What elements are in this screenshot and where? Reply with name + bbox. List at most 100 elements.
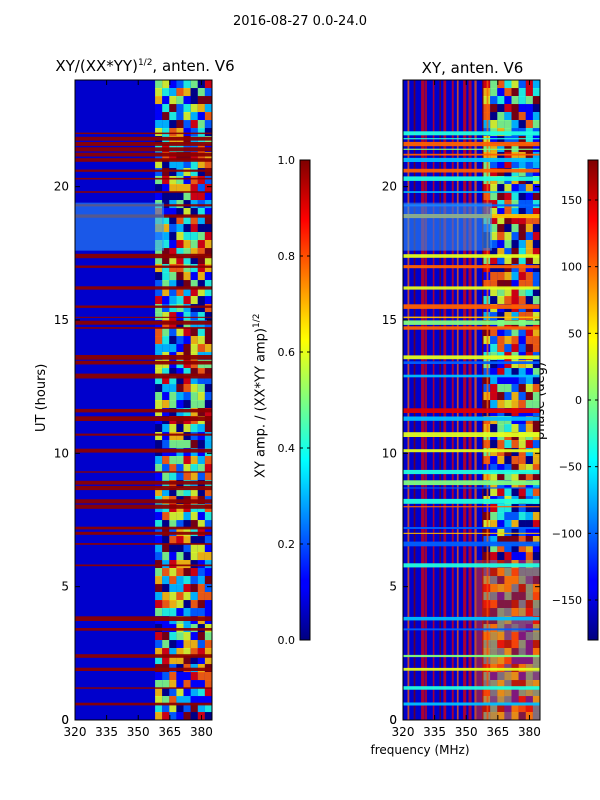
heat-row (403, 408, 540, 413)
heat-cell (197, 696, 205, 705)
heat-cell (490, 336, 498, 345)
heat-cell (162, 424, 170, 433)
panel1-title: XY/(XX*YY)1/2, anten. V6 (40, 57, 250, 75)
heat-cell (532, 80, 540, 89)
heat-row (403, 374, 540, 378)
heat-cell (162, 80, 170, 89)
heat-cell (204, 544, 212, 553)
heat-row (75, 142, 212, 146)
heat-cell (504, 456, 512, 465)
heat-cell (525, 328, 533, 337)
heat-cell (169, 264, 177, 273)
heat-cell (155, 168, 163, 177)
heat-cell (197, 608, 205, 617)
heat-cell (183, 160, 191, 169)
colorbar-tick-label: 150 (561, 194, 582, 207)
heat-cell (525, 464, 533, 473)
heat-cell (518, 328, 526, 337)
heat-cell (162, 512, 170, 521)
heat-cell (204, 384, 212, 393)
heat-cell (532, 472, 540, 481)
heat-cell (197, 640, 205, 649)
heat-cell (497, 288, 505, 297)
heat-cell (190, 456, 198, 465)
heat-cell (511, 248, 519, 257)
heat-cell (190, 328, 198, 337)
heat-row (75, 320, 212, 325)
heat-cell (525, 368, 533, 377)
heat-cell (176, 232, 184, 241)
heat-cell (176, 464, 184, 473)
heat-cell (511, 88, 519, 97)
heat-cell (532, 528, 540, 537)
heat-cell (183, 696, 191, 705)
heat-cell (190, 312, 198, 321)
heat-cell (183, 704, 191, 713)
heat-cell (504, 504, 512, 513)
heat-cell (532, 344, 540, 353)
heat-cell (176, 96, 184, 105)
heat-cell (169, 128, 177, 137)
heat-row (403, 469, 540, 475)
heat-cell (169, 280, 177, 289)
heat-cell (155, 184, 163, 193)
heat-cell (197, 704, 205, 713)
heat-cell (511, 104, 519, 113)
heat-row (403, 176, 540, 181)
heat-cell (504, 344, 512, 353)
heat-cell (204, 568, 212, 577)
heat-cell (169, 712, 177, 721)
heat-cell (176, 216, 184, 225)
heat-cell (197, 328, 205, 337)
heat-row (403, 131, 540, 136)
heat-cell (155, 80, 163, 89)
heat-cell (176, 488, 184, 497)
heat-cell (169, 608, 177, 617)
heat-cell (155, 424, 163, 433)
heat-cell (176, 192, 184, 201)
heat-cell (504, 488, 512, 497)
heat-cell (518, 456, 526, 465)
heat-row (403, 138, 540, 140)
heat-cell (169, 440, 177, 449)
heat-cell (497, 96, 505, 105)
heat-cell (176, 384, 184, 393)
heat-cell (155, 536, 163, 545)
heat-cell (504, 232, 512, 241)
heat-cell (204, 304, 212, 313)
panel1-title-sup: 1/2 (137, 58, 153, 68)
heat-cell (162, 168, 170, 177)
heat-row (75, 373, 212, 379)
heat-cell (532, 464, 540, 473)
heat-cell (518, 400, 526, 409)
heat-cell (155, 160, 163, 169)
axes-layer: 320 335 350 365 380 0 5 10 15 20 0 0.0 0.2 0.4 0.6 0.8 1… (54, 79, 598, 739)
heat-cell (497, 368, 505, 377)
heat-cell (525, 96, 533, 105)
heat-row (75, 177, 212, 180)
heat-cell (511, 152, 519, 161)
heat-cell (497, 536, 505, 545)
heat-cell (504, 288, 512, 297)
heat-cell (204, 608, 212, 617)
heat-row (75, 408, 212, 413)
heat-cell (197, 248, 205, 257)
heat-streak (443, 80, 447, 720)
heat-cell (169, 704, 177, 713)
heat-cell (190, 256, 198, 265)
heat-cell (204, 536, 212, 545)
heat-row (403, 667, 540, 671)
y-tick-label: 5 (61, 580, 69, 594)
heat-streak (482, 80, 484, 720)
heat-cell (497, 136, 505, 145)
heat-cell (518, 336, 526, 345)
heat-cell (511, 208, 519, 217)
heat-cell (525, 280, 533, 289)
heat-row (75, 265, 212, 268)
heat-cell (511, 504, 519, 513)
heat-cell (162, 696, 170, 705)
heat-cell (490, 120, 498, 129)
heat-row (403, 449, 540, 453)
heat-cell (176, 104, 184, 113)
heat-cell (504, 336, 512, 345)
